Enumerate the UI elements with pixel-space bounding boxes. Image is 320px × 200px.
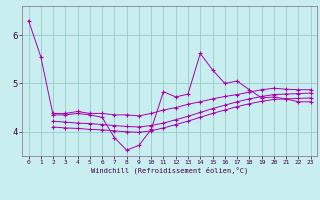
X-axis label: Windchill (Refroidissement éolien,°C): Windchill (Refroidissement éolien,°C) (91, 167, 248, 174)
